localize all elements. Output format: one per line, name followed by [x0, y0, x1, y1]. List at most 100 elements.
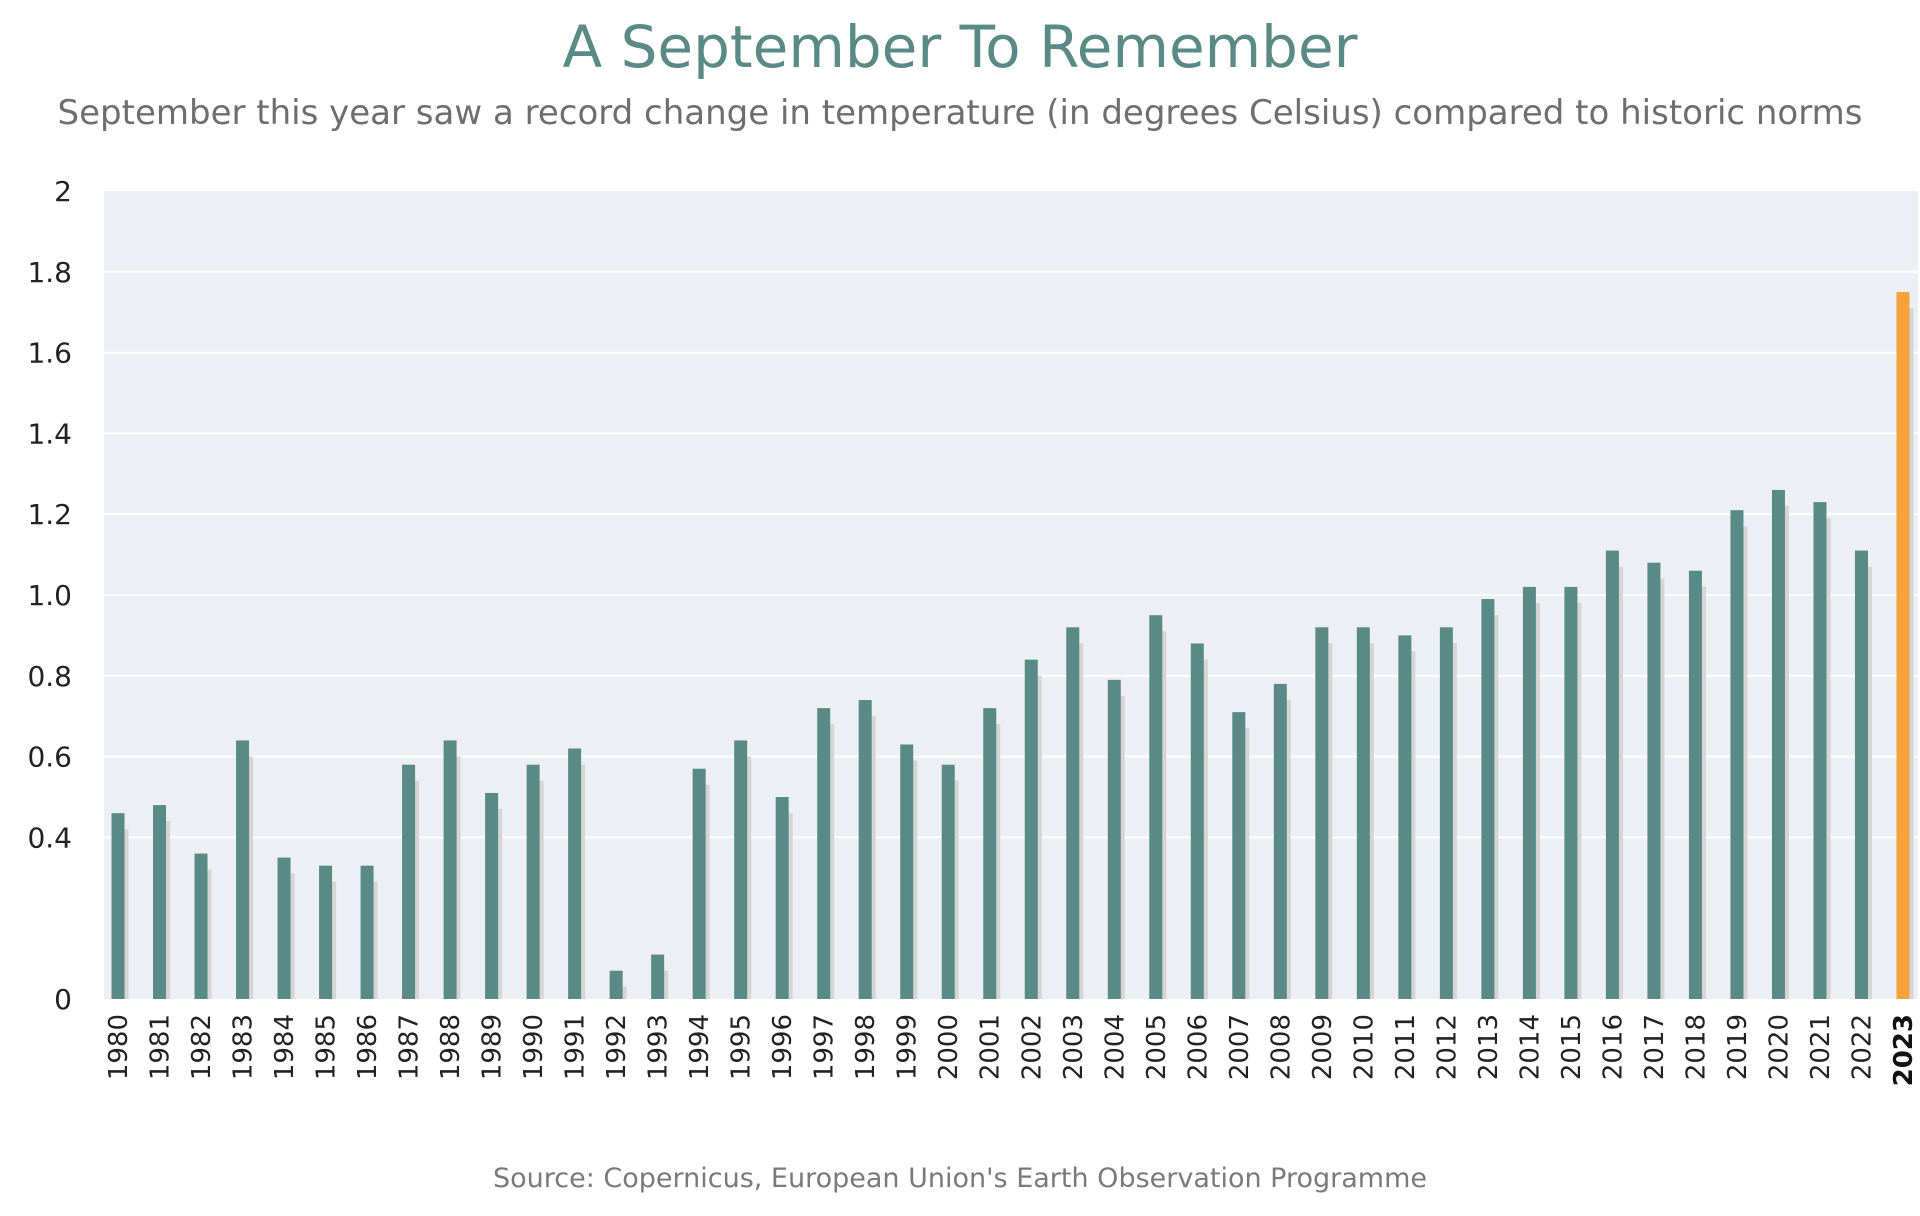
bar-2007	[1232, 712, 1246, 999]
bar-1995	[734, 740, 748, 999]
bar-1992	[609, 970, 623, 999]
bar-1999	[900, 744, 914, 999]
x-tick-label-1980: 1980	[104, 1014, 134, 1080]
x-tick-label-2022: 2022	[1847, 1014, 1877, 1080]
x-tick-label-1990: 1990	[519, 1014, 549, 1080]
x-tick-label-1983: 1983	[229, 1014, 259, 1080]
bar-2010	[1356, 627, 1370, 999]
x-tick-label-2003: 2003	[1059, 1014, 1089, 1080]
bar-2016	[1605, 550, 1619, 999]
bar-1985	[319, 865, 333, 999]
y-tick-label: 2	[54, 175, 72, 208]
x-tick-label-1989: 1989	[478, 1014, 508, 1080]
chart-source: Source: Copernicus, European Union's Ear…	[492, 1163, 1428, 1194]
x-tick-label-2020: 2020	[1764, 1014, 1794, 1080]
bar-2012	[1439, 627, 1453, 999]
x-tick-label-2021: 2021	[1806, 1014, 1836, 1080]
chart-subtitle: September this year saw a record change …	[57, 93, 1863, 133]
x-tick-label-2011: 2011	[1391, 1014, 1421, 1080]
bar-1989	[485, 792, 499, 999]
x-tick-label-2000: 2000	[934, 1014, 964, 1080]
x-tick-label-2005: 2005	[1142, 1014, 1172, 1080]
bar-1994	[692, 768, 706, 999]
bar-1984	[277, 857, 291, 999]
bar-1983	[236, 740, 250, 999]
x-tick-label-1994: 1994	[685, 1014, 715, 1080]
bar-2014	[1522, 586, 1536, 999]
x-tick-label-2023: 2023	[1889, 1014, 1919, 1086]
bar-1990	[526, 764, 540, 999]
y-tick-label: 0.6	[27, 741, 72, 774]
bar-2019	[1730, 510, 1744, 999]
x-tick-label-2010: 2010	[1349, 1014, 1379, 1080]
bar-2023	[1896, 292, 1910, 999]
bar-2015	[1564, 586, 1578, 999]
bar-2002	[1024, 659, 1038, 999]
x-tick-label-2016: 2016	[1598, 1014, 1628, 1080]
x-tick-label-1991: 1991	[561, 1014, 591, 1080]
bar-2017	[1647, 562, 1661, 999]
x-tick-label-1988: 1988	[436, 1014, 466, 1080]
x-tick-label-1992: 1992	[602, 1014, 632, 1080]
x-axis: 1980 1981 1982 1983 1984 1985 1986 1987 1988 1989…	[104, 1014, 1919, 1086]
bar-1997	[817, 708, 831, 999]
y-tick-label: 1.8	[27, 256, 72, 289]
bar-2000	[941, 764, 955, 999]
x-tick-label-1993: 1993	[644, 1014, 674, 1080]
x-tick-label-2014: 2014	[1515, 1014, 1545, 1080]
x-tick-label-2009: 2009	[1308, 1014, 1338, 1080]
bar-2018	[1688, 570, 1702, 999]
bar-2003	[1066, 627, 1080, 999]
bar-1988	[443, 740, 457, 999]
x-tick-label-2018: 2018	[1681, 1014, 1711, 1080]
x-tick-label-1997: 1997	[810, 1014, 840, 1080]
x-tick-label-1984: 1984	[270, 1014, 300, 1080]
bar-2009	[1315, 627, 1329, 999]
y-tick-label: 1.4	[27, 417, 72, 450]
chart-title: A September To Remember	[562, 13, 1358, 81]
bar-2004	[1107, 679, 1121, 999]
x-tick-label-2019: 2019	[1723, 1014, 1753, 1080]
x-tick-label-2012: 2012	[1432, 1014, 1462, 1080]
bar-1996	[775, 797, 789, 999]
x-tick-label-1996: 1996	[768, 1014, 798, 1080]
x-tick-label-1986: 1986	[353, 1014, 383, 1080]
bar-1987	[402, 764, 416, 999]
bars	[111, 292, 1914, 999]
y-tick-label: 1.6	[27, 337, 72, 370]
bar-2011	[1398, 635, 1412, 999]
y-tick-label: 1.0	[27, 579, 72, 612]
y-tick-label: 0.4	[27, 821, 72, 854]
y-tick-label: 0.8	[27, 660, 72, 693]
x-tick-label-2017: 2017	[1640, 1014, 1670, 1080]
bar-2013	[1481, 599, 1495, 999]
bar-1991	[568, 748, 582, 999]
x-tick-label-1999: 1999	[893, 1014, 923, 1080]
x-tick-label-1982: 1982	[187, 1014, 217, 1080]
y-tick-label: 1.2	[27, 498, 72, 531]
x-tick-label-1985: 1985	[312, 1014, 342, 1080]
bar-1982	[194, 853, 208, 999]
y-axis: 0 0.4 0.6 0.8 1.0 1.2 1.4 1.6 1.8 2	[27, 175, 72, 1016]
bar-1998	[858, 700, 872, 999]
x-tick-label-2007: 2007	[1225, 1014, 1255, 1080]
x-tick-label-1981: 1981	[146, 1014, 176, 1080]
bar-1980	[111, 813, 125, 999]
bar-2001	[983, 708, 997, 999]
bar-1986	[360, 865, 374, 999]
x-tick-label-2002: 2002	[1017, 1014, 1047, 1080]
bar-2008	[1273, 683, 1287, 999]
x-tick-label-2015: 2015	[1557, 1014, 1587, 1080]
y-tick-label: 0	[54, 983, 72, 1016]
bar-2006	[1190, 643, 1204, 999]
bar-2022	[1854, 550, 1868, 999]
x-tick-label-2013: 2013	[1474, 1014, 1504, 1080]
bar-1993	[651, 954, 665, 999]
bar-1981	[153, 805, 167, 999]
x-tick-label-2008: 2008	[1266, 1014, 1296, 1080]
x-tick-label-1995: 1995	[727, 1014, 757, 1080]
x-tick-label-2001: 2001	[976, 1014, 1006, 1080]
bar-2021	[1813, 502, 1827, 999]
x-tick-label-1987: 1987	[395, 1014, 425, 1080]
